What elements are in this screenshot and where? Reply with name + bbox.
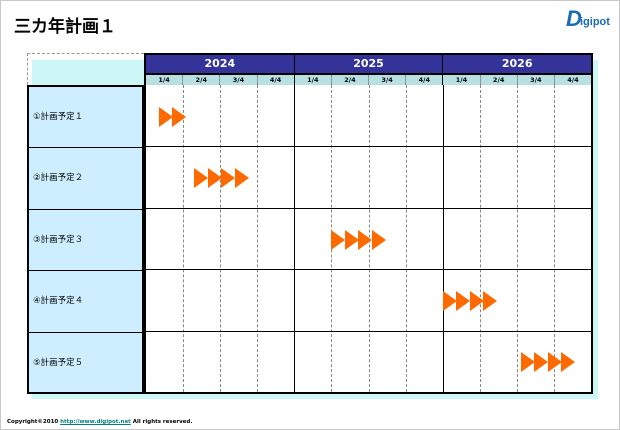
grid-line: [257, 85, 259, 392]
gantt-grid: 2024 2025 2026 1/4 2/4 3/4 4/4 1/4 2/4 3/4 4/4 1/4…: [144, 53, 593, 394]
quarter-header-cell: 4/4: [553, 75, 591, 85]
quarter-header-cell: 4/4: [405, 75, 442, 85]
chevron-arrow-icon: [158, 106, 173, 127]
quarter-header-cell: 2/4: [479, 75, 517, 85]
chevron-arrow-icon: [234, 168, 249, 189]
grid-line: [220, 85, 222, 392]
chevron-arrow-icon: [331, 229, 346, 250]
year-header-cell: 2024: [204, 57, 236, 70]
chevron-arrow-icon: [561, 352, 576, 373]
chevron-arrow-icon: [456, 290, 471, 311]
row-labels: ①計画予定１ ②計画予定２ ③計画予定３ ④計画予定４ ⑤計画予定５: [27, 85, 144, 394]
row-label: ①計画予定１: [29, 87, 142, 149]
quarter-header-cell: 1/4: [158, 76, 170, 84]
chevron-arrow-icon: [547, 352, 562, 373]
rights-text: All rights reserved.: [130, 419, 193, 425]
row-divider: [146, 146, 591, 148]
grid-line: [294, 85, 296, 392]
chevron-arrow-icon: [442, 290, 457, 311]
chevron-arrow-icon: [483, 290, 498, 311]
quarter-header-cell: 3/4: [368, 75, 405, 85]
chevron-arrow-icon: [358, 229, 373, 250]
year-header-cell: 2026: [442, 55, 591, 73]
row-divider: [146, 207, 591, 209]
chevron-arrow-icon: [172, 106, 187, 127]
table-corner: [27, 53, 144, 85]
year-header: 2024 2025 2026: [146, 55, 591, 73]
page-title: 三カ年計画１: [14, 17, 116, 37]
chevron-arrow-icon: [344, 229, 359, 250]
grid-line: [183, 85, 185, 392]
quarter-header-cell: 3/4: [516, 75, 554, 85]
chevron-arrow-icon: [520, 352, 535, 373]
row-divider: [146, 269, 591, 271]
website-link[interactable]: http://www.digipot.net: [60, 419, 131, 425]
gantt-body: [146, 85, 591, 392]
chevron-arrow-icon: [207, 168, 222, 189]
grid-line: [516, 85, 518, 392]
chevron-arrow-icon: [194, 168, 209, 189]
quarter-header-cell: 1/4: [293, 75, 331, 85]
quarter-header-cell: 1/4: [442, 75, 479, 85]
quarter-header-cell: 2/4: [330, 75, 368, 85]
grid-line: [553, 85, 555, 392]
quarter-header-cell: 2/4: [182, 75, 219, 85]
chevron-arrow-icon: [221, 168, 236, 189]
row-divider: [146, 330, 591, 332]
grid-line: [442, 85, 444, 392]
copyright: Copyright©2010 http://www.digipot.net Al…: [7, 419, 192, 425]
chevron-arrow-icon: [534, 352, 549, 373]
row-label: ③計画予定３: [29, 210, 142, 272]
grid-line: [479, 85, 481, 392]
copyright-text: Copyright©2010: [7, 419, 61, 425]
quarter-header-cell: 3/4: [219, 75, 256, 85]
row-label: ②計画予定２: [29, 148, 142, 210]
row-label: ④計画予定４: [29, 271, 142, 333]
year-header-cell: 2025: [293, 55, 443, 73]
quarter-header-cell: 4/4: [256, 75, 294, 85]
chevron-arrow-icon: [469, 290, 484, 311]
grid-line: [405, 85, 407, 392]
chevron-arrow-icon: [371, 229, 386, 250]
row-label: ⑤計画予定５: [33, 357, 84, 368]
